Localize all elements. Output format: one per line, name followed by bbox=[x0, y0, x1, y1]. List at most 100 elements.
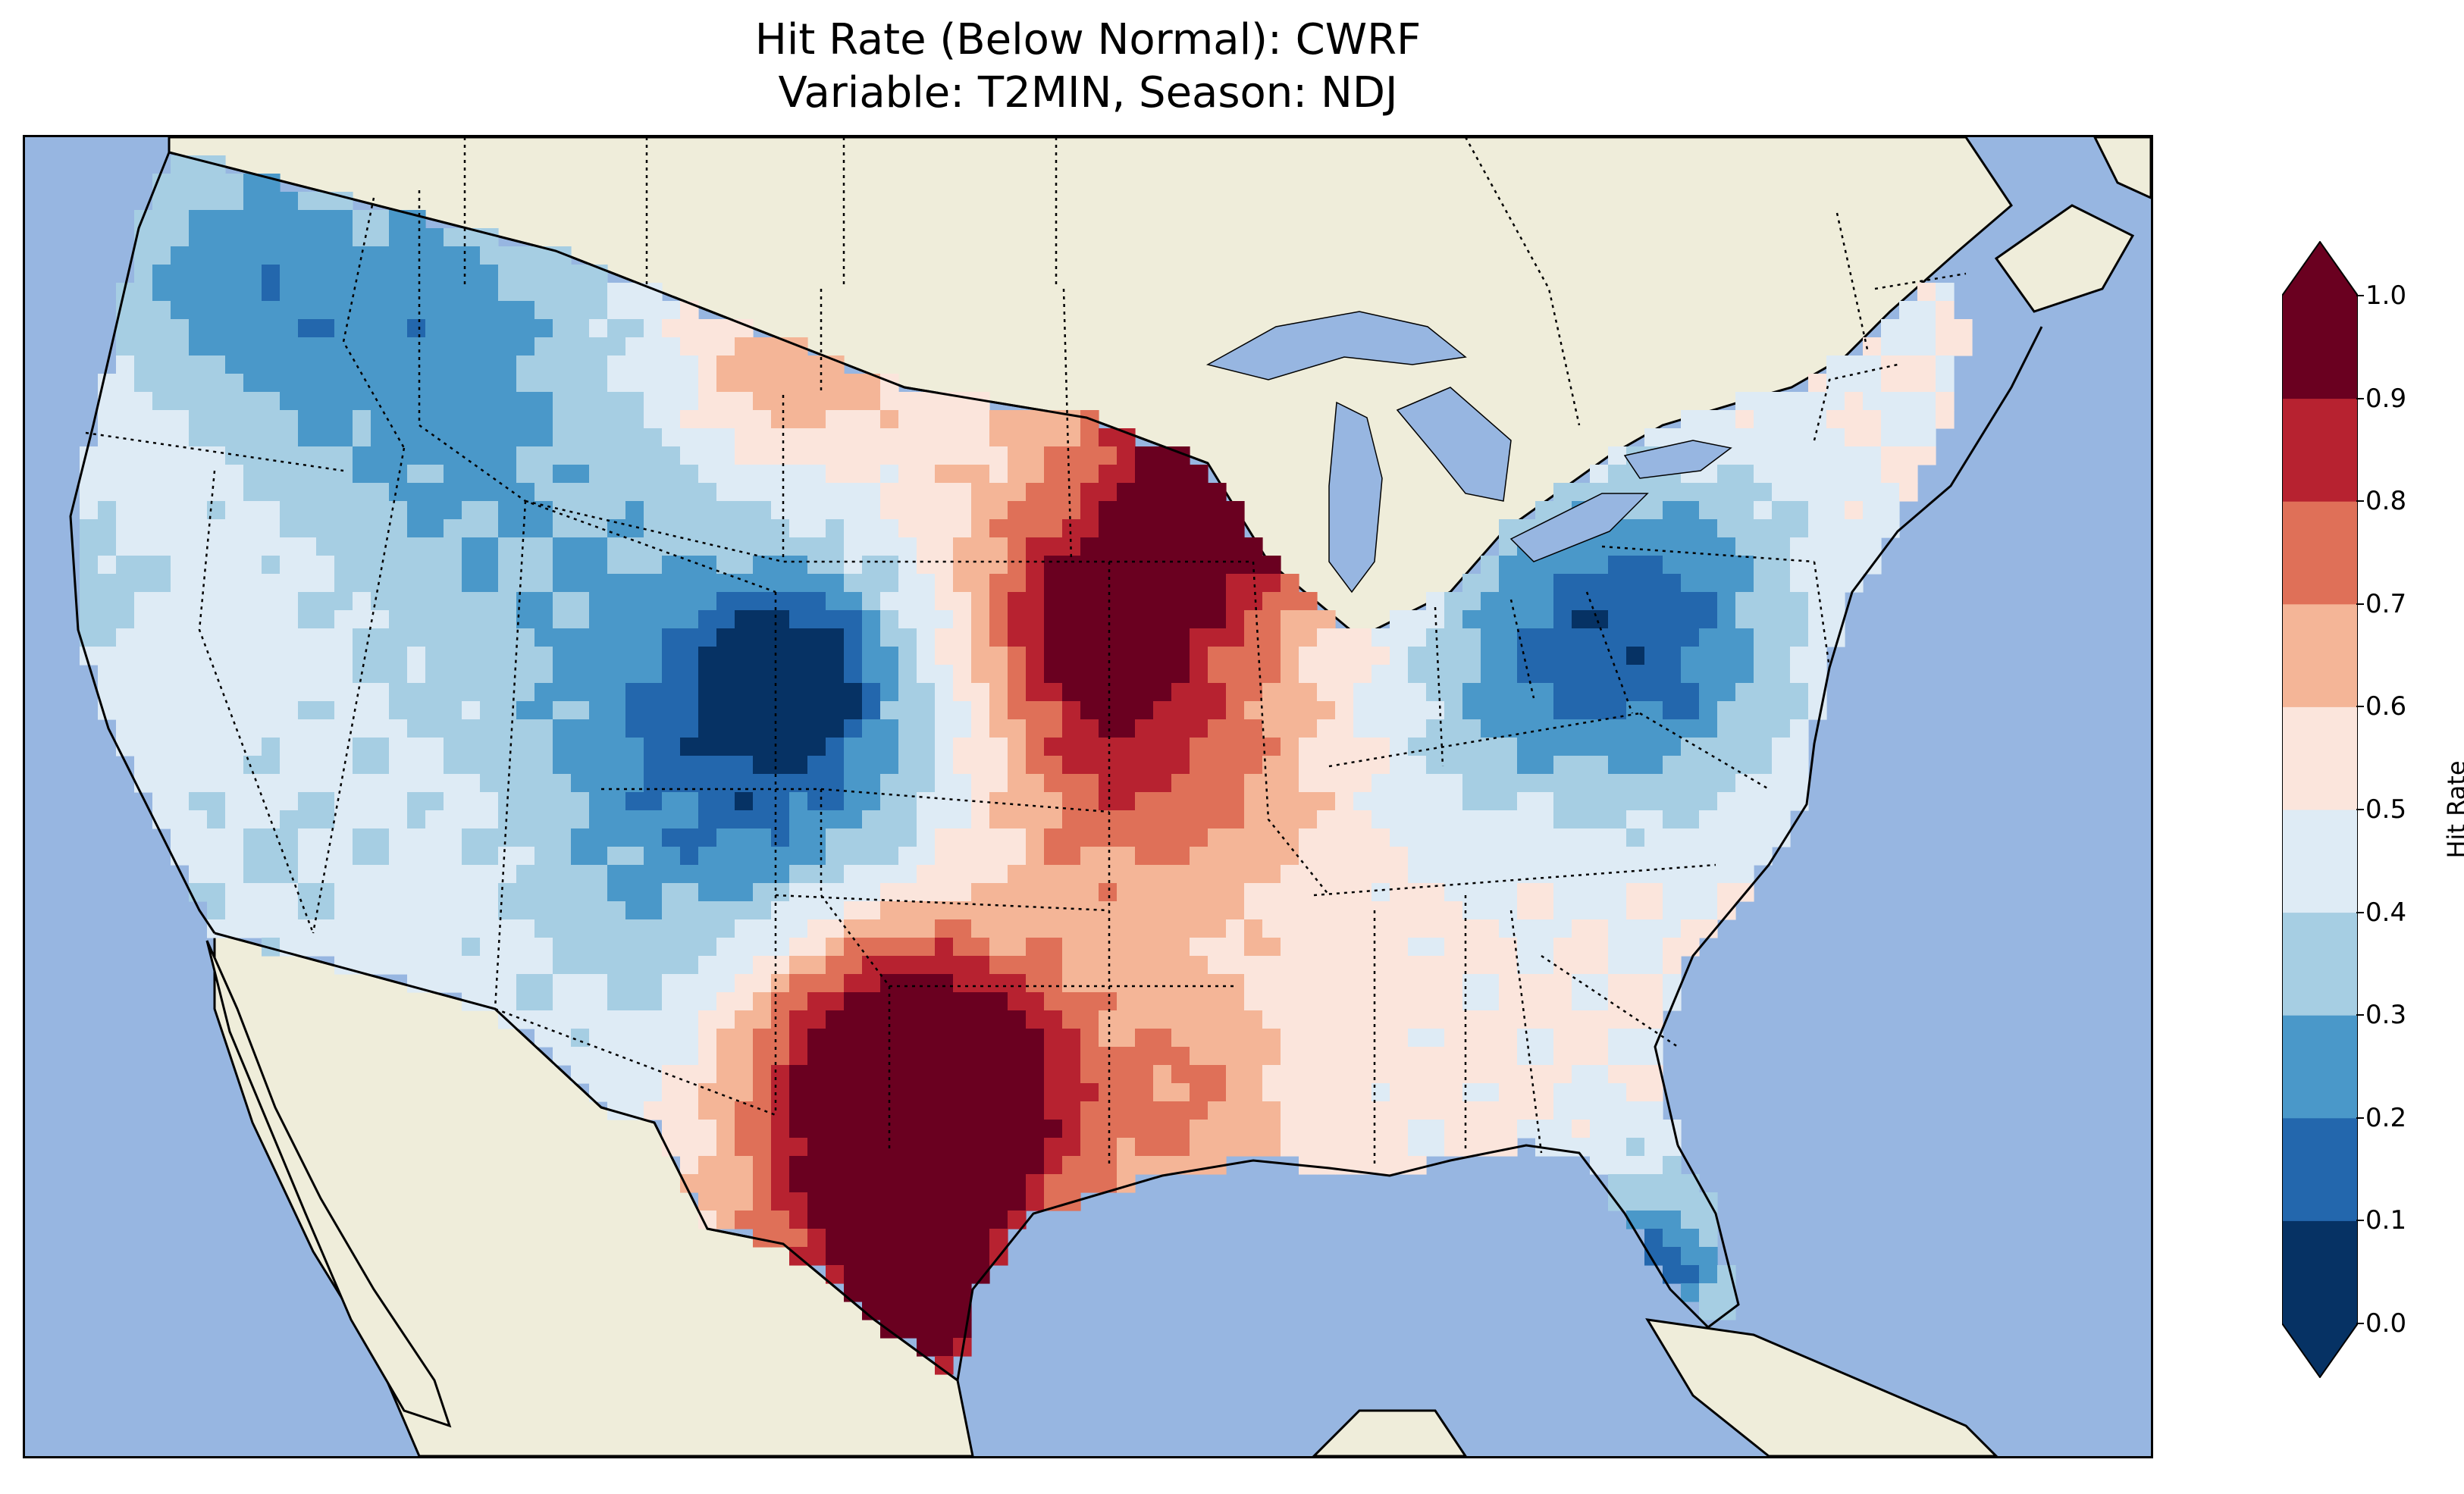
hit-rate-cell bbox=[1408, 647, 1427, 666]
hit-rate-cell bbox=[134, 592, 153, 611]
hit-rate-cell bbox=[1208, 683, 1227, 702]
hit-rate-cell bbox=[316, 883, 335, 902]
hit-rate-cell bbox=[735, 1138, 754, 1157]
hit-rate-cell bbox=[735, 465, 754, 484]
hit-rate-cell bbox=[698, 738, 717, 756]
hit-rate-cell bbox=[844, 1047, 863, 1066]
hit-rate-cell bbox=[680, 1047, 699, 1066]
hit-rate-cell bbox=[334, 756, 353, 775]
hit-rate-cell bbox=[1772, 738, 1791, 756]
hit-rate-cell bbox=[826, 574, 845, 593]
hit-rate-cell bbox=[152, 756, 171, 775]
hit-rate-cell bbox=[534, 556, 553, 575]
hit-rate-cell bbox=[1008, 428, 1027, 447]
hit-rate-cell bbox=[753, 465, 772, 484]
hit-rate-cell bbox=[1517, 1065, 1536, 1084]
hit-rate-cell bbox=[989, 592, 1008, 611]
hit-rate-cell bbox=[917, 1010, 936, 1029]
hit-rate-cell bbox=[1663, 556, 1682, 575]
hit-rate-cell bbox=[480, 501, 499, 520]
hit-rate-cell bbox=[662, 610, 681, 629]
hit-rate-cell bbox=[680, 392, 699, 411]
hit-rate-cell bbox=[1899, 337, 1918, 356]
hit-rate-cell bbox=[1171, 683, 1190, 702]
hit-rate-cell bbox=[807, 919, 826, 938]
hit-rate-cell bbox=[1372, 647, 1390, 666]
hit-rate-cell bbox=[1080, 810, 1099, 829]
hit-rate-cell bbox=[789, 919, 808, 938]
hit-rate-cell bbox=[662, 1083, 681, 1102]
hit-rate-cell bbox=[1317, 1047, 1336, 1066]
hit-rate-cell bbox=[480, 355, 499, 374]
hit-rate-cell bbox=[898, 883, 917, 902]
hit-rate-cell bbox=[789, 1101, 808, 1120]
hit-rate-cell bbox=[1553, 1101, 1572, 1120]
hit-rate-cell bbox=[171, 246, 190, 265]
hit-rate-cell bbox=[917, 428, 936, 447]
hit-rate-cell bbox=[735, 1156, 754, 1175]
hit-rate-cell bbox=[1699, 501, 1718, 520]
hit-rate-cell bbox=[480, 647, 499, 666]
hit-rate-cell bbox=[880, 883, 899, 902]
hit-rate-cell bbox=[189, 865, 208, 884]
hit-rate-cell bbox=[917, 483, 936, 502]
hit-rate-cell bbox=[1317, 901, 1336, 920]
hit-rate-cell bbox=[880, 610, 899, 629]
hit-rate-cell bbox=[407, 847, 426, 866]
hit-rate-cell bbox=[1608, 592, 1627, 611]
hit-rate-cell bbox=[534, 374, 553, 393]
hit-rate-cell bbox=[1281, 865, 1299, 884]
hit-rate-cell bbox=[1735, 665, 1754, 684]
hit-rate-cell bbox=[844, 519, 863, 538]
hit-rate-cell bbox=[1754, 828, 1773, 847]
hit-rate-cell bbox=[1153, 665, 1172, 684]
hit-rate-cell bbox=[1353, 701, 1372, 720]
hit-rate-cell bbox=[425, 392, 444, 411]
hit-rate-cell bbox=[1663, 956, 1682, 975]
hit-rate-cell bbox=[316, 501, 335, 520]
hit-rate-cell bbox=[953, 919, 972, 938]
hit-rate-cell bbox=[1044, 1138, 1063, 1157]
hit-rate-cell bbox=[152, 719, 171, 738]
hit-rate-cell bbox=[1008, 556, 1027, 575]
hit-rate-cell bbox=[1644, 901, 1663, 920]
hit-rate-cell bbox=[1244, 847, 1263, 866]
hit-rate-cell bbox=[1099, 1101, 1118, 1120]
hit-rate-cell bbox=[280, 410, 299, 429]
hit-rate-cell bbox=[316, 283, 335, 302]
hit-rate-cell bbox=[571, 446, 590, 465]
hit-rate-field bbox=[80, 155, 1973, 1375]
hit-rate-cell bbox=[1590, 847, 1609, 866]
hit-rate-cell bbox=[1153, 683, 1172, 702]
hit-rate-cell bbox=[98, 428, 117, 447]
hit-rate-cell bbox=[971, 1192, 990, 1211]
hit-rate-cell bbox=[353, 519, 371, 538]
hit-rate-cell bbox=[680, 1101, 699, 1120]
hit-rate-cell bbox=[1190, 574, 1208, 593]
hit-rate-cell bbox=[1608, 938, 1627, 957]
hit-rate-cell bbox=[298, 938, 317, 957]
hit-rate-cell bbox=[225, 919, 244, 938]
hit-rate-cell bbox=[1572, 1083, 1591, 1102]
hit-rate-cell bbox=[1244, 883, 1263, 902]
hit-rate-cell bbox=[1590, 865, 1609, 884]
hit-rate-cell bbox=[716, 1065, 735, 1084]
hit-rate-cell bbox=[826, 810, 845, 829]
hit-rate-cell bbox=[1099, 1083, 1118, 1102]
hit-rate-cell bbox=[826, 828, 845, 847]
hit-rate-cell bbox=[1208, 1120, 1227, 1139]
hit-rate-cell bbox=[1244, 938, 1263, 957]
hit-rate-cell bbox=[1026, 810, 1045, 829]
hit-rate-cell bbox=[1772, 647, 1791, 666]
hit-rate-cell bbox=[1080, 1029, 1099, 1048]
hit-rate-cell bbox=[171, 483, 190, 502]
hit-rate-cell bbox=[334, 556, 353, 575]
hit-rate-cell bbox=[243, 301, 262, 320]
hit-rate-cell bbox=[480, 901, 499, 920]
hit-rate-cell bbox=[662, 1029, 681, 1048]
hit-rate-cell bbox=[1335, 792, 1354, 811]
hit-rate-cell bbox=[862, 883, 881, 902]
hit-rate-cell bbox=[1281, 974, 1299, 993]
hit-rate-cell bbox=[1226, 647, 1245, 666]
hit-rate-cell bbox=[1426, 1029, 1445, 1048]
